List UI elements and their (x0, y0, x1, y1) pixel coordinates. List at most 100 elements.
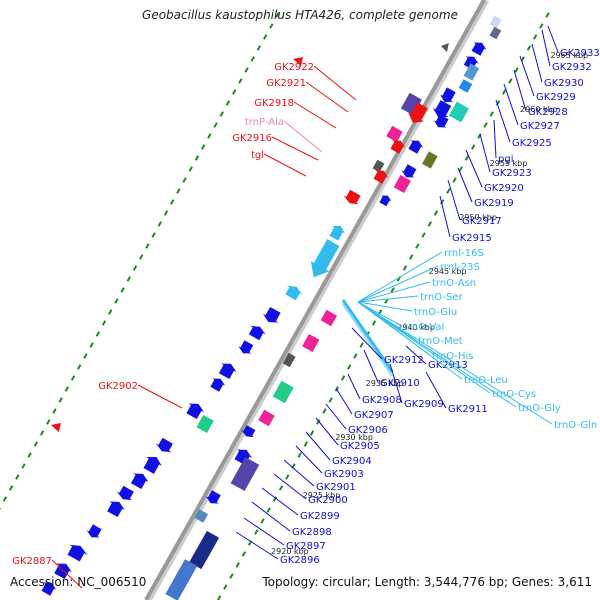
track-dot-outer-left (194, 155, 200, 161)
gene-label: GK2930 (544, 78, 584, 89)
track-dot-outer-right (266, 507, 271, 513)
gene-label: pgi (498, 154, 513, 165)
gene-label: GK2897 (286, 541, 326, 552)
accession-label: Accession: NC_006510 (10, 575, 147, 589)
scale-tick-label: 2940 kbp (397, 323, 435, 332)
track-dot-outer-right (545, 12, 550, 18)
scale-tick-label: 2930 kbp (335, 433, 373, 442)
gene-feature (285, 285, 303, 301)
gene-label-leader (493, 119, 497, 159)
track-dot-outer-left (95, 331, 100, 337)
gene-feature (401, 164, 417, 178)
track-dot-outer-right (353, 353, 358, 359)
gene-feature (107, 501, 125, 517)
track-dot-outer-right (532, 34, 538, 40)
left-label: GK2918 (254, 98, 294, 109)
topology-label: Topology: circular; Length: 3,544,776 bp… (262, 575, 592, 589)
gene-label-leader (347, 373, 361, 400)
track-dot-outer-right (501, 89, 507, 95)
track-dot-outer-right (229, 573, 234, 579)
rna-label-leader (357, 295, 419, 303)
track-dot-outer-right (508, 78, 513, 84)
rna-label-leader (357, 301, 413, 312)
gene-label: GK2913 (428, 360, 468, 371)
rna-label-leader (357, 281, 431, 303)
gene-label-leader (465, 149, 483, 188)
track-dot-outer-left (256, 45, 262, 51)
rna-label: trnO-Gln (554, 420, 597, 431)
gene-feature (241, 425, 256, 438)
gene-label-leader (295, 445, 323, 474)
gene-label-leader (513, 69, 527, 112)
track-dot-outer-left (139, 254, 144, 260)
gene-feature (489, 15, 502, 29)
gene-label-leader (235, 531, 279, 560)
track-dot-outer-left (176, 188, 181, 194)
gene-feature (41, 582, 57, 596)
gene-feature (489, 26, 502, 40)
gene-label: GK2899 (300, 511, 340, 522)
track-dot-outer-left (52, 408, 57, 414)
gene-feature (422, 151, 438, 169)
track-dot-outer-left (219, 111, 224, 117)
left-label-leader (283, 120, 323, 153)
track-dot-outer-right (452, 177, 457, 183)
left-label-leader (313, 65, 357, 101)
rna-label: trnO-Cys (492, 389, 536, 400)
scale-tick-label: 2965 kbp (550, 51, 588, 60)
pseudogene-marker (50, 423, 61, 432)
gene-label-leader (439, 195, 451, 238)
gene-feature (440, 87, 456, 103)
track-dot-outer-right (433, 210, 439, 216)
gene-label: GK2909 (404, 399, 444, 410)
rna-label-leader (357, 301, 553, 425)
track-dot-outer-right (415, 243, 420, 249)
track-dot-outer-right (409, 254, 414, 260)
gene-label-leader (261, 487, 299, 516)
gene-label: GK2932 (552, 62, 592, 73)
gene-label-leader (363, 349, 379, 383)
gene-feature (302, 334, 320, 352)
track-dot-outer-left (225, 100, 231, 106)
gene-feature (463, 56, 479, 70)
track-dot-outer-right (458, 166, 463, 172)
track-dot-outer-left (126, 276, 131, 282)
track-dot-outer-left (70, 375, 76, 381)
track-dot-outer-right (328, 397, 333, 403)
track-dot-outer-right (285, 474, 290, 480)
left-label: GK2916 (232, 133, 272, 144)
track-dot-outer-right (427, 221, 432, 227)
gene-feature (130, 473, 149, 489)
gene-feature (343, 189, 361, 205)
left-label-leader (293, 101, 337, 129)
rna-label: trnO-Met (418, 336, 463, 347)
gene-feature (379, 195, 392, 207)
track-dot-outer-left (46, 419, 51, 425)
rna-label-leader (357, 301, 517, 408)
track-dot-outer-left (27, 452, 32, 458)
gene-feature (67, 544, 88, 562)
gene-label: GK2915 (452, 233, 492, 244)
gene-feature (393, 175, 411, 193)
track-dot-outer-left (77, 364, 82, 370)
left-label-leader (137, 384, 183, 409)
gene-label-leader (315, 417, 339, 446)
gene-label-leader (519, 55, 535, 97)
left-label-leader (263, 153, 307, 177)
rna-label: trnO-Asn (432, 278, 476, 289)
gene-feature (390, 140, 406, 154)
rna-label: trnO-Glu (414, 307, 457, 318)
gene-feature (272, 380, 294, 404)
rna-label: rrnI-16S (444, 248, 484, 259)
gene-label-leader (335, 387, 353, 415)
gene-label: GK2907 (354, 410, 394, 421)
gene-label: GK2925 (512, 138, 552, 149)
gene-feature (282, 352, 296, 368)
gene-feature (471, 42, 487, 56)
track-dot-outer-left (182, 177, 187, 183)
scale-tick-label: 2945 kbp (429, 267, 467, 276)
gene-label-leader (351, 327, 383, 360)
track-dot-outer-right (272, 496, 278, 502)
track-dot-outer-left (15, 474, 20, 480)
